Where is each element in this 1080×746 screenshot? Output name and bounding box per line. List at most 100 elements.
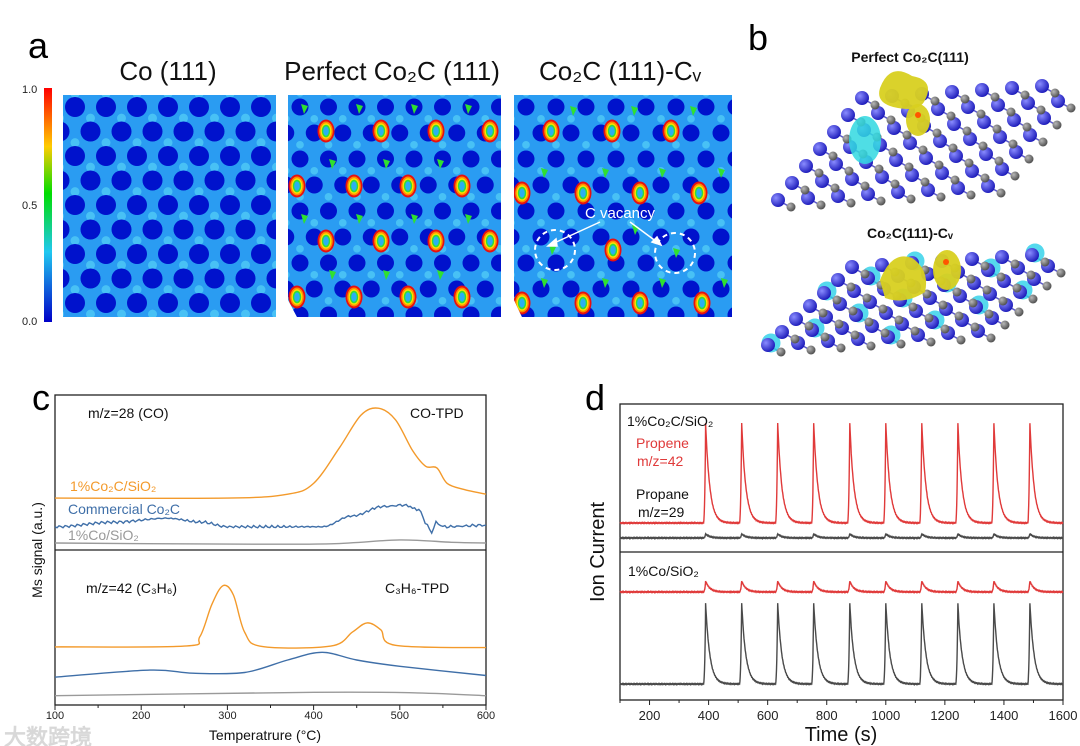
map-cyan-spot (496, 349, 504, 357)
map-cyan-spot (410, 244, 418, 253)
map-high-density-ring (609, 126, 615, 136)
map-cyan-spot (762, 89, 770, 97)
map-dark-spot (593, 333, 610, 350)
map-cyan-spot (717, 218, 725, 227)
map-cyan-spot (353, 95, 361, 97)
map-cyan-spot (495, 244, 501, 253)
map-cyan-spot (179, 113, 188, 123)
map-cyan-spot (452, 166, 461, 175)
map-cyan-spot (424, 270, 433, 279)
map-dark-spot (697, 254, 715, 272)
map-cyan-spot (672, 95, 680, 97)
map-cyan-spot (225, 236, 235, 246)
map-cyan-spot (194, 138, 204, 148)
map-dark-spot (773, 73, 790, 90)
map-cyan-spot (101, 187, 111, 197)
c-atom (860, 269, 870, 279)
c-atom (992, 124, 1002, 134)
map-cyan-spot (132, 285, 142, 295)
map-cyan-spot (514, 166, 515, 175)
map-dark-spot (80, 219, 101, 240)
map-cyan-spot (194, 95, 204, 99)
map-high-density-ring (637, 188, 643, 198)
map-dark-spot (204, 219, 225, 240)
map-dark-spot (65, 146, 85, 166)
map-dark-spot (758, 151, 775, 168)
map-cyan-spot (101, 138, 111, 148)
map-cyan-spot (195, 334, 204, 343)
map-cyan-spot (117, 113, 126, 123)
map-cyan-spot (687, 323, 695, 331)
map-dark-spot (667, 150, 685, 168)
map-dark-spot (667, 202, 685, 220)
map-dark-spot (405, 306, 423, 317)
map-cyan-spot (272, 359, 281, 368)
elf-map-co111 (63, 95, 281, 368)
panel-label-d: d (585, 377, 605, 418)
co-atom (845, 260, 859, 274)
co-atom (903, 136, 917, 150)
x-tick-label: 800 (816, 708, 838, 723)
map-dark-spot (96, 97, 116, 117)
map-cyan-spot (148, 309, 157, 317)
c-atom (934, 160, 944, 170)
c-atom (946, 111, 956, 121)
map-cyan-spot (481, 218, 490, 227)
map-cyan-spot (256, 187, 266, 197)
map-cyan-spot (717, 323, 725, 331)
c-atom (830, 183, 840, 193)
co-atom (963, 132, 977, 146)
map-dark-spot (266, 219, 276, 240)
map-dark-spot (622, 124, 640, 142)
pulse-chart: 200 400 600 800 1000 1200 1400 1600 (619, 403, 1077, 723)
map-dark-spot (391, 124, 409, 142)
map-dark-spot (562, 124, 580, 142)
c3h6-subplot-title: m/z=42 (C₃H₆) (86, 580, 177, 596)
map-cyan-spot (732, 89, 740, 97)
map-cyan-spot (687, 218, 695, 227)
map-dark-spot (80, 268, 101, 289)
map-dark-spot (727, 98, 732, 116)
map-dark-spot (348, 202, 366, 220)
c-atom (968, 298, 978, 308)
map-cyan-spot (210, 113, 219, 123)
co-atom (919, 151, 933, 165)
map-cyan-spot (514, 270, 515, 279)
legend-co-sio2: 1%Co/SiO₂ (68, 527, 139, 543)
map-dark-spot (235, 170, 256, 191)
co-tpd-label: CO-TPD (410, 405, 464, 421)
co-atom (855, 91, 869, 105)
map-high-density-ring (548, 126, 554, 136)
map-cyan-spot (395, 218, 404, 227)
map-cyan-spot (642, 349, 650, 357)
map-dark-spot (143, 318, 163, 338)
map-cyan-spot (567, 166, 575, 175)
legend-co2c-sio2: 1%Co₂C/SiO₂ (70, 478, 156, 494)
map-green-spot (437, 270, 444, 280)
map-dark-spot (491, 254, 501, 272)
map-cyan-spot (353, 244, 361, 253)
map-cyan-spot (453, 323, 461, 331)
map-dark-spot (158, 195, 178, 215)
map-cyan-spot (381, 95, 390, 97)
c-atom (960, 94, 970, 104)
map-cyan-spot (612, 192, 620, 201)
map-cyan-spot (71, 334, 80, 343)
x-tick-label: 400 (698, 708, 720, 723)
map-cyan-spot (256, 95, 266, 99)
x-axis-label-d: Time (s) (805, 724, 878, 746)
c-atom (846, 198, 856, 208)
map-cyan-spot (241, 359, 250, 368)
map-cyan-spot (325, 349, 333, 357)
c-atom (828, 151, 838, 161)
map-cyan-spot (627, 270, 635, 279)
map-dark-spot (743, 333, 760, 350)
map-cyan-spot (538, 323, 546, 331)
map-cyan-spot (101, 236, 111, 246)
map-dark-spot (517, 202, 535, 220)
co-atom (961, 100, 975, 114)
map-cyan-spot (410, 140, 418, 149)
c-atom (1056, 268, 1066, 278)
co-atom (817, 286, 831, 300)
